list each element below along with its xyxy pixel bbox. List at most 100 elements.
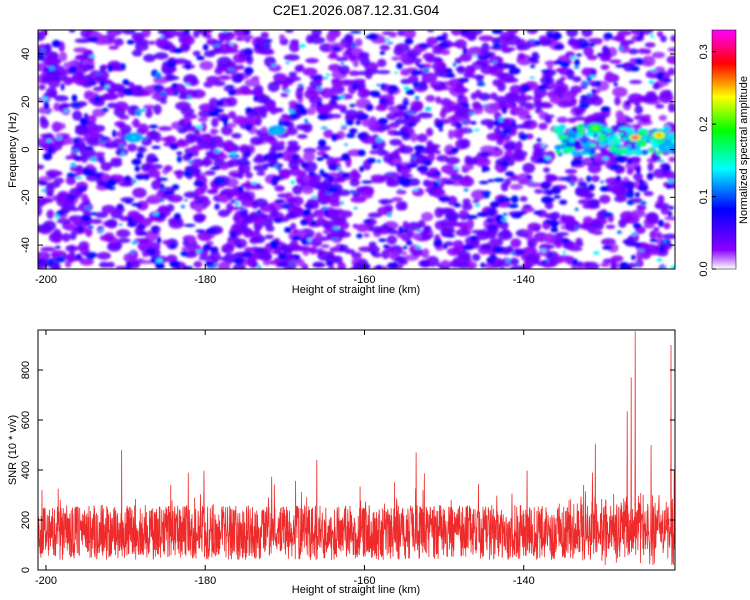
spectrogram-blob: [545, 75, 551, 83]
spectrogram-blob: [376, 159, 382, 163]
spectrogram-blob: [317, 139, 327, 147]
spectrogram-blob: [211, 117, 219, 128]
spectrogram-blob: [260, 126, 268, 134]
spectrogram-blob: [244, 66, 254, 75]
spectrogram-blob: [384, 38, 391, 41]
spectrogram-blob: [461, 203, 473, 211]
spectrogram-blob: [212, 80, 226, 87]
spectrogram-blob: [331, 79, 343, 87]
spectrogram-blob: [614, 96, 621, 106]
spectrogram-blob: [592, 230, 603, 236]
spectrogram-blob: [485, 218, 495, 223]
spectrogram-blob: [164, 73, 176, 82]
spectrogram-blob: [194, 187, 206, 196]
spectrogram-blob: [546, 34, 557, 39]
spectrogram-blob: [253, 95, 258, 102]
spectrogram-blob: [241, 251, 254, 258]
spectrogram-blob: [274, 185, 285, 192]
spectrogram-blob: [410, 70, 422, 76]
spectrogram-blob: [292, 184, 303, 195]
spectrogram-blob: [497, 230, 513, 241]
spectrogram-blob: [668, 156, 675, 163]
spectrogram-blob: [452, 240, 464, 249]
spectrogram-blob: [327, 175, 334, 183]
spectrogram-y-tick-label: -40: [20, 237, 32, 253]
spectrogram-blob: [416, 133, 428, 143]
spectrogram-blob: [607, 243, 619, 253]
spectrogram-blob: [155, 263, 165, 269]
spectrogram-blob: [542, 72, 554, 79]
spectrogram-blob: [290, 223, 297, 230]
spectrogram-blob: [225, 122, 237, 128]
spectrogram-blob: [599, 147, 607, 152]
snr-y-tick-label: 600: [20, 411, 32, 429]
spectrogram-blob: [614, 64, 627, 68]
spectrogram-blob: [569, 56, 577, 60]
colorbar-tick-label: 0.2: [698, 117, 710, 132]
spectrogram-blob: [349, 103, 356, 108]
spectrogram-blob: [38, 164, 45, 170]
spectrogram-blob: [376, 69, 391, 75]
snr-y-tick-label: 400: [20, 461, 32, 479]
spectrogram-blob: [46, 110, 50, 115]
spectrogram-blob: [356, 113, 369, 121]
spectrogram-blob: [38, 181, 49, 186]
spectrogram-blob: [119, 143, 124, 148]
spectrogram-blob: [73, 137, 79, 146]
spectrogram-blob: [214, 177, 221, 181]
spectrogram-blob: [239, 206, 245, 210]
spectrogram-blob: [106, 261, 115, 268]
spectrogram-blob: [574, 207, 579, 211]
spectrogram-blob: [98, 155, 106, 165]
spectrogram-blob: [223, 253, 235, 265]
spectrogram-blob: [541, 144, 546, 147]
spectrogram-blob: [253, 156, 267, 164]
spectrogram-blob: [537, 84, 547, 90]
spectrogram-blob: [122, 87, 134, 96]
spectrogram-blob: [367, 212, 383, 218]
spectrogram-blob: [220, 164, 229, 171]
spectrogram-blob: [46, 209, 55, 220]
spectrogram-blob: [292, 228, 299, 234]
spectrogram-blob: [320, 126, 328, 130]
spectrogram-blob: [328, 163, 339, 171]
spectrogram-blob: [403, 114, 410, 120]
spectrogram-blob: [172, 47, 184, 54]
spectrogram-blob: [196, 249, 202, 253]
spectrogram-blob: [159, 198, 165, 202]
spectrogram-blob: [443, 244, 448, 250]
spectrogram-blob: [352, 83, 358, 91]
spectrogram-blob: [234, 201, 240, 206]
spectrogram-blob: [436, 154, 449, 162]
spectrogram-blob: [491, 30, 503, 35]
spectrogram-blob: [644, 212, 658, 223]
spectrogram-blob: [108, 87, 115, 95]
spectrogram-blob: [243, 34, 254, 40]
spectrogram-blob: [317, 113, 330, 121]
spectrogram-blob: [79, 117, 89, 126]
spectrogram-blob: [434, 171, 441, 176]
spectrogram-blob: [251, 232, 262, 238]
spectrogram-x-tick-label: -200: [35, 274, 57, 286]
spectrogram-blob: [471, 253, 481, 262]
spectrogram-blob: [499, 100, 506, 108]
spectrogram-blob: [170, 242, 176, 249]
spectrogram-blob: [452, 62, 457, 67]
spectrogram-blob: [504, 143, 516, 150]
spectrogram-blob: [242, 30, 251, 35]
spectrogram-blob: [128, 216, 134, 225]
spectrogram-blob: [583, 192, 595, 198]
spectrogram-blob: [47, 259, 55, 267]
spectrogram-blob: [99, 234, 114, 242]
spectrogram-blob: [277, 261, 288, 267]
spectrogram-blob: [591, 175, 600, 183]
spectrogram-blob: [407, 121, 415, 127]
spectrogram-blob: [87, 81, 97, 86]
spectrogram-blob: [186, 123, 192, 128]
spectrogram-blob: [391, 197, 403, 202]
spectrogram-blob: [155, 75, 162, 80]
spectrogram-blob: [193, 180, 204, 187]
spectrogram-blob: [158, 126, 173, 132]
spectrogram-blob: [529, 64, 536, 69]
